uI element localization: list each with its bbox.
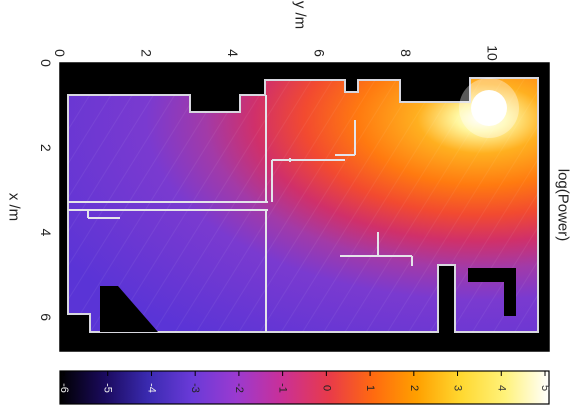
source-glow [471, 90, 507, 126]
colorbar-tick-label: -6 [58, 383, 70, 393]
obstacle-right [504, 268, 516, 316]
y-axis-label: y /m [292, 1, 309, 29]
x-tick-label: 0 [38, 59, 54, 67]
y-tick-label: 4 [225, 49, 241, 57]
colorbar-tick-label: -4 [145, 383, 157, 393]
colorbar [59, 370, 550, 405]
y-axis-ticks: 0 2 4 6 8 10 [52, 45, 501, 68]
y-tick-label: 8 [398, 49, 414, 57]
y-tick-label: 10 [485, 45, 501, 61]
colorbar-tick-label: -1 [277, 383, 289, 393]
y-tick-label: 6 [312, 49, 328, 57]
obstacle-bottom-left [100, 286, 158, 332]
colorbar-label: log(Power) [555, 169, 572, 242]
plot-frame [59, 62, 550, 352]
colorbar-tick-label: 2 [408, 385, 420, 391]
interior-walls [68, 95, 413, 332]
colorbar-tick-label: 5 [539, 385, 551, 391]
x-tick-label: 2 [38, 144, 54, 152]
x-tick-label: 4 [38, 229, 54, 237]
colorbar-ticks: -6 -5 -4 -3 -2 -1 0 1 2 3 4 5 [58, 371, 551, 393]
colorbar-tick-label: -5 [102, 383, 114, 393]
colorbar-tick-label: 0 [320, 385, 332, 391]
colorbar-tick-label: -3 [189, 383, 201, 393]
x-tick-label: 6 [38, 313, 54, 321]
ray-texture [68, 78, 538, 332]
x-axis-label: x /m [6, 193, 23, 221]
colorbar-tick-label: 3 [452, 385, 464, 391]
colorbar-tick-label: 4 [495, 385, 507, 391]
y-tick-label: 0 [52, 49, 68, 57]
colorbar-tick-label: -2 [233, 383, 245, 393]
x-axis-ticks: 0 2 4 6 [38, 59, 65, 321]
obstacle-right-bar [468, 268, 504, 282]
y-tick-label: 2 [139, 49, 155, 57]
colorbar-tick-label: 1 [364, 385, 376, 391]
